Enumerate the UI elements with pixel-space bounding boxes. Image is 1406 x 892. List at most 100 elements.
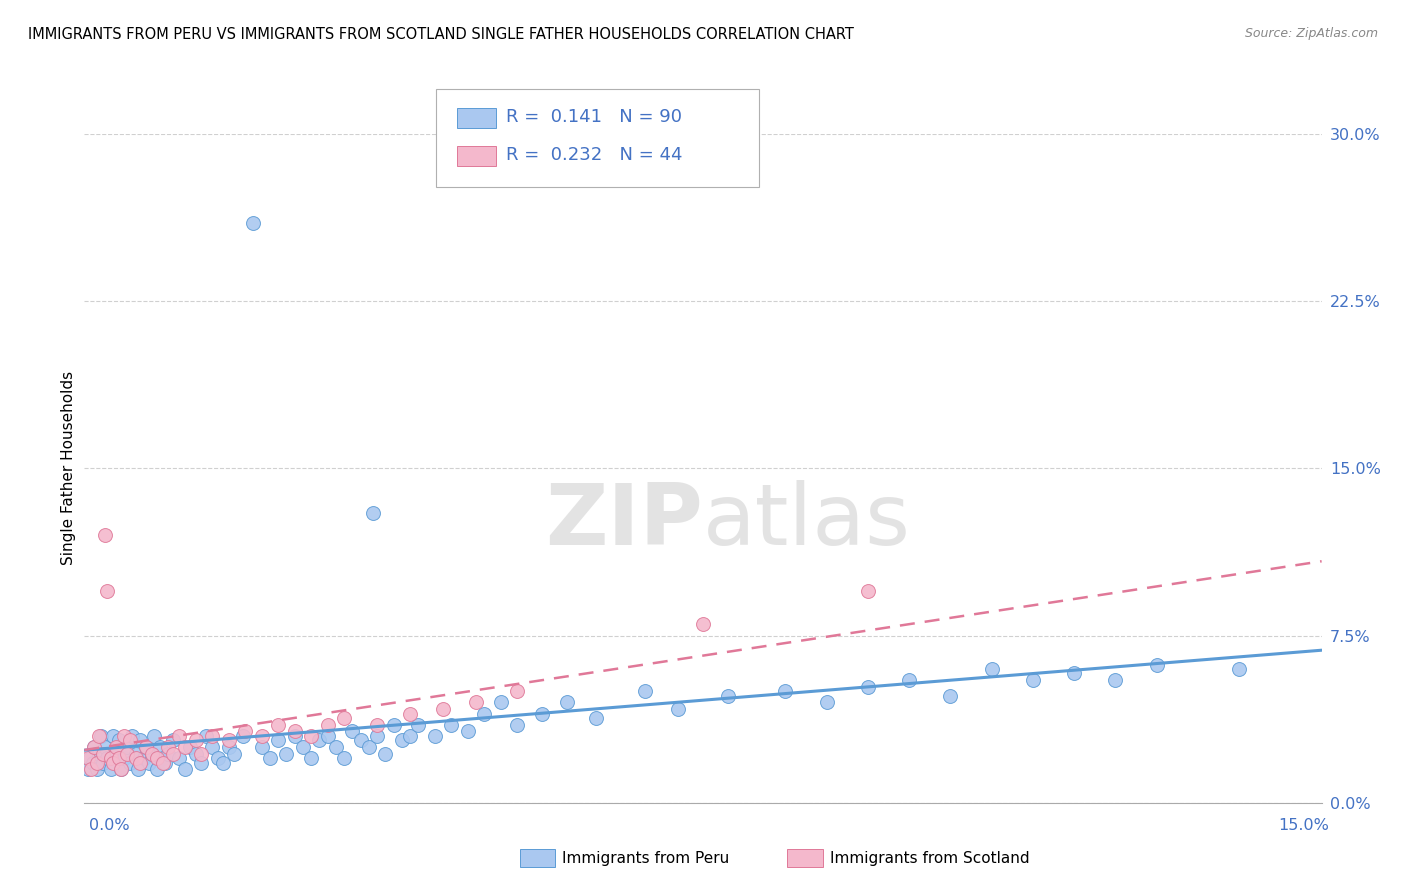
- Point: [201, 729, 224, 743]
- Text: 15.0%: 15.0%: [1278, 818, 1329, 832]
- Point: [157, 740, 180, 755]
- Point: [86, 762, 108, 776]
- Point: [218, 733, 240, 747]
- Point: [465, 696, 488, 710]
- Point: [190, 756, 212, 770]
- Point: [856, 584, 879, 599]
- Point: [1104, 673, 1126, 688]
- Point: [184, 747, 207, 761]
- Point: [250, 740, 273, 755]
- Point: [692, 617, 714, 632]
- Point: [489, 696, 512, 710]
- Point: [856, 680, 879, 694]
- Point: [121, 729, 143, 743]
- Point: [96, 584, 118, 599]
- Point: [585, 711, 607, 725]
- Point: [382, 717, 405, 731]
- Point: [939, 689, 962, 703]
- Point: [104, 747, 127, 761]
- Point: [1227, 662, 1250, 676]
- Point: [440, 717, 463, 731]
- Point: [242, 216, 264, 230]
- Point: [94, 528, 117, 542]
- Point: [342, 724, 364, 739]
- Text: 0.0%: 0.0%: [89, 818, 129, 832]
- Point: [112, 729, 135, 743]
- Point: [162, 733, 184, 747]
- Y-axis label: Single Father Households: Single Father Households: [60, 371, 76, 566]
- Point: [267, 717, 290, 731]
- Point: [299, 729, 322, 743]
- Point: [201, 740, 224, 755]
- Point: [212, 756, 235, 770]
- Text: Immigrants from Peru: Immigrants from Peru: [562, 851, 730, 865]
- Point: [333, 751, 356, 765]
- Point: [366, 717, 388, 731]
- Point: [1146, 657, 1168, 672]
- Point: [195, 729, 218, 743]
- Point: [146, 762, 169, 776]
- Point: [267, 733, 290, 747]
- Point: [316, 729, 339, 743]
- Point: [90, 729, 112, 743]
- Point: [184, 733, 207, 747]
- Text: ZIP: ZIP: [546, 480, 703, 564]
- Point: [162, 747, 184, 761]
- Point: [898, 673, 921, 688]
- Point: [124, 751, 146, 765]
- Point: [117, 747, 139, 761]
- Point: [135, 740, 157, 755]
- Point: [350, 733, 373, 747]
- Point: [259, 751, 281, 765]
- Point: [153, 756, 176, 770]
- Text: Immigrants from Scotland: Immigrants from Scotland: [830, 851, 1029, 865]
- Point: [108, 733, 131, 747]
- Point: [1022, 673, 1045, 688]
- Point: [91, 747, 114, 761]
- Point: [117, 740, 139, 755]
- Point: [555, 696, 578, 710]
- Point: [980, 662, 1002, 676]
- Point: [775, 684, 797, 698]
- Point: [506, 684, 529, 698]
- Point: [146, 751, 169, 765]
- Point: [86, 756, 108, 770]
- Point: [276, 747, 298, 761]
- Point: [190, 747, 212, 761]
- Text: IMMIGRANTS FROM PERU VS IMMIGRANTS FROM SCOTLAND SINGLE FATHER HOUSEHOLDS CORREL: IMMIGRANTS FROM PERU VS IMMIGRANTS FROM …: [28, 27, 853, 42]
- Point: [325, 740, 347, 755]
- Point: [82, 756, 104, 770]
- Point: [112, 751, 135, 765]
- Point: [83, 740, 105, 755]
- Point: [94, 740, 117, 755]
- Point: [77, 762, 100, 776]
- Point: [408, 717, 430, 731]
- Point: [141, 747, 163, 761]
- Point: [80, 762, 103, 776]
- Point: [110, 762, 132, 776]
- Point: [108, 751, 131, 765]
- Text: Source: ZipAtlas.com: Source: ZipAtlas.com: [1244, 27, 1378, 40]
- Point: [399, 729, 422, 743]
- Point: [299, 751, 322, 765]
- Point: [1063, 666, 1085, 681]
- Point: [83, 740, 105, 755]
- Point: [284, 729, 307, 743]
- Point: [138, 756, 160, 770]
- Point: [132, 751, 155, 765]
- Point: [89, 729, 111, 743]
- Point: [110, 762, 132, 776]
- Point: [149, 740, 172, 755]
- Point: [391, 733, 413, 747]
- Point: [167, 751, 190, 765]
- Point: [634, 684, 657, 698]
- Point: [118, 756, 141, 770]
- Point: [457, 724, 479, 739]
- Point: [100, 762, 122, 776]
- Point: [129, 733, 152, 747]
- Point: [100, 751, 122, 765]
- Point: [218, 740, 240, 755]
- Text: R =  0.232   N = 44: R = 0.232 N = 44: [506, 146, 683, 164]
- Point: [103, 729, 125, 743]
- Point: [167, 729, 190, 743]
